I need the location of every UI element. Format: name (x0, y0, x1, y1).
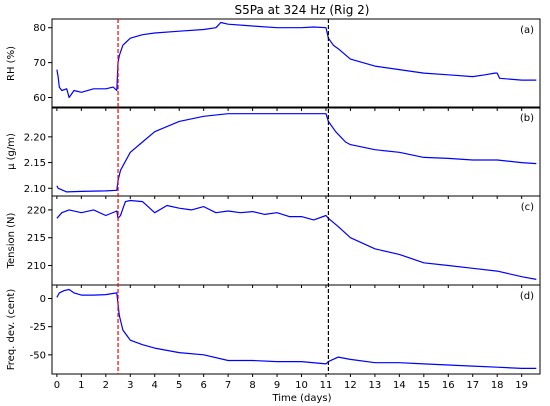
x-tick-label: 1 (78, 380, 84, 391)
panel-tag: (c) (521, 202, 534, 213)
y-tick-label: 0 (40, 294, 46, 305)
panel-3: 210 215 220 Tension (N) (c) (6, 195, 541, 288)
x-tick-label: 7 (225, 380, 231, 391)
x-tick-label: 0 (54, 380, 60, 391)
x-tick-label: 4 (152, 380, 158, 391)
panel-frame (51, 18, 541, 109)
x-tick-label: 10 (295, 380, 308, 391)
y-axis-label: Tension (N) (6, 213, 17, 270)
series-line (56, 199, 537, 280)
panel-1: 60 70 80 RH (%) (a) (6, 18, 541, 111)
y-tick-label: 2.15 (24, 158, 46, 169)
panel-frame (51, 284, 541, 375)
y-axis-label: μ (g/m) (6, 133, 17, 170)
y-tick-label: 215 (27, 233, 46, 244)
y-tick-label: 70 (33, 58, 46, 69)
x-tick-label: 14 (393, 380, 406, 391)
chart-title: S5Pa at 324 Hz (Rig 2) (235, 3, 370, 17)
x-tick-label: 13 (369, 380, 382, 391)
panel-tag: (a) (520, 25, 534, 36)
y-axis-label: RH (%) (6, 46, 17, 81)
panel-tag: (b) (520, 113, 534, 124)
x-axis-label: Time (days) (271, 393, 331, 404)
x-tick-label: 15 (417, 380, 430, 391)
y-tick-label: 2.10 (24, 184, 46, 195)
y-tick-label: 210 (27, 261, 46, 272)
x-tick-label: 2 (103, 380, 109, 391)
y-tick-label: 220 (27, 205, 46, 216)
x-tick-label: 8 (249, 380, 255, 391)
series-line (56, 288, 537, 369)
x-tick-label: 6 (200, 380, 206, 391)
x-tick-label: 19 (515, 380, 528, 391)
panel-tag: (d) (520, 291, 534, 302)
x-tick-label: 3 (127, 380, 133, 391)
y-tick-label: 80 (33, 23, 46, 34)
series-line (56, 21, 537, 99)
y-tick-label: 60 (33, 93, 46, 104)
x-tick-label: 12 (344, 380, 357, 391)
series-line (56, 113, 537, 193)
y-tick-label: -25 (30, 322, 46, 333)
panel-frame (51, 195, 541, 286)
x-tick-label: 18 (491, 380, 504, 391)
y-axis-label: Freq. dev. (cent) (6, 289, 17, 371)
panel-2: 2.10 2.15 2.20 μ (g/m) (b) (6, 106, 541, 199)
x-tick-label: 11 (320, 380, 333, 391)
panel-4: 0 -25 -50 Freq. dev. (cent) (d) (6, 284, 541, 377)
y-tick-label: -50 (30, 350, 46, 361)
y-tick-label: 2.20 (24, 132, 46, 143)
x-tick-label: 17 (466, 380, 479, 391)
panel-frame (51, 106, 541, 197)
x-tick-label: 16 (442, 380, 455, 391)
x-tick-label: 9 (274, 380, 280, 391)
x-tick-label: 5 (176, 380, 182, 391)
